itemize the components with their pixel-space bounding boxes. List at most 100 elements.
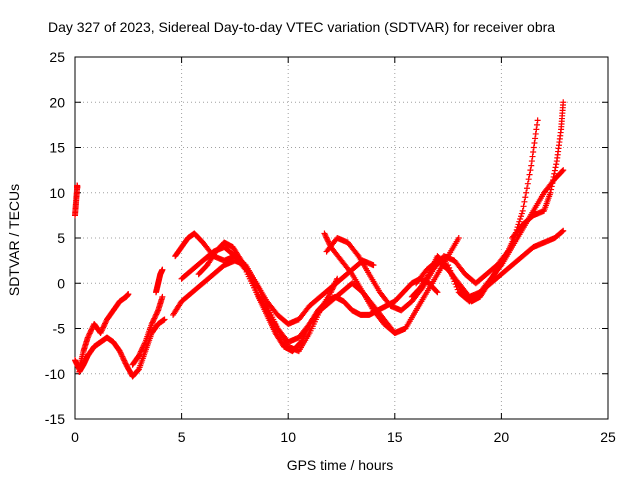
data-point bbox=[88, 326, 95, 333]
data-point bbox=[549, 177, 556, 184]
data-point bbox=[87, 327, 94, 334]
data-point bbox=[118, 352, 125, 359]
data-point bbox=[553, 161, 560, 168]
y-tick-label: 5 bbox=[57, 230, 65, 246]
data-point bbox=[325, 238, 332, 245]
data-point bbox=[161, 316, 168, 323]
x-tick-label: 10 bbox=[280, 429, 296, 445]
x-axis-label: GPS time / hours bbox=[287, 457, 394, 473]
x-tick-label: 20 bbox=[494, 429, 510, 445]
data-point bbox=[549, 180, 556, 187]
data-point bbox=[151, 314, 158, 321]
data-point bbox=[74, 182, 81, 189]
data-point bbox=[148, 320, 155, 327]
data-point bbox=[125, 291, 132, 298]
data-point bbox=[348, 269, 355, 276]
data-point bbox=[455, 235, 462, 241]
data-point bbox=[141, 341, 148, 348]
data-point bbox=[551, 167, 558, 174]
data-point bbox=[534, 117, 541, 124]
data-point bbox=[152, 312, 159, 319]
data-point bbox=[324, 235, 331, 242]
data-point bbox=[135, 352, 142, 359]
data-point bbox=[100, 323, 107, 330]
data-point bbox=[560, 99, 567, 106]
data-point bbox=[86, 330, 93, 337]
data-point bbox=[101, 321, 108, 328]
data-point bbox=[528, 158, 535, 165]
tick-layer: 0 5 10 15 20 25 -15 -10 -5 0 5 10 15 20 25 bbox=[45, 49, 616, 445]
data-point bbox=[522, 194, 529, 201]
data-point bbox=[245, 269, 252, 276]
data-point bbox=[86, 331, 93, 338]
data-point bbox=[117, 349, 124, 356]
data-point bbox=[151, 315, 158, 322]
data-point bbox=[97, 330, 104, 337]
data-point bbox=[120, 356, 127, 363]
data-point bbox=[560, 167, 567, 174]
y-tick-label: -10 bbox=[45, 366, 65, 382]
data-point bbox=[141, 340, 148, 347]
series-arc-g bbox=[172, 230, 377, 327]
x-tick-label: 5 bbox=[178, 429, 186, 445]
data-point bbox=[517, 215, 524, 222]
data-point bbox=[525, 176, 532, 183]
data-point bbox=[451, 278, 458, 285]
y-tick-label: -5 bbox=[53, 321, 66, 337]
series-arc-e bbox=[153, 266, 166, 296]
data-point bbox=[523, 189, 530, 196]
data-point bbox=[449, 273, 456, 280]
data-point bbox=[322, 231, 329, 238]
data-point bbox=[445, 262, 452, 269]
data-point bbox=[322, 233, 329, 240]
series-arc-n bbox=[445, 227, 567, 305]
data-point bbox=[87, 329, 94, 336]
data-point bbox=[524, 180, 531, 187]
y-tick-label: 15 bbox=[49, 140, 65, 156]
data-point bbox=[548, 183, 555, 190]
data-point bbox=[119, 353, 126, 360]
chart-title: Day 327 of 2023, Sidereal Day-to-day VTE… bbox=[48, 19, 555, 35]
data-point bbox=[551, 170, 558, 177]
y-axis-label: SDTVAR / TECUs bbox=[6, 184, 22, 296]
data-point bbox=[526, 171, 533, 178]
x-tick-label: 25 bbox=[600, 429, 616, 445]
data-point bbox=[446, 264, 453, 271]
data-point bbox=[102, 320, 109, 327]
data-point bbox=[550, 173, 557, 180]
data-point bbox=[527, 167, 534, 174]
data-point bbox=[116, 348, 123, 355]
data-point bbox=[434, 289, 441, 296]
data-point bbox=[137, 349, 144, 356]
series-arc-l bbox=[408, 117, 541, 305]
data-point bbox=[530, 149, 537, 156]
data-point bbox=[448, 270, 455, 277]
series-arc-i bbox=[195, 239, 441, 355]
data-point bbox=[153, 311, 160, 318]
data-point bbox=[121, 357, 128, 364]
data-point bbox=[140, 343, 147, 350]
data-point bbox=[159, 293, 166, 300]
data-point bbox=[118, 350, 125, 357]
data-point bbox=[370, 262, 377, 269]
data-point bbox=[548, 186, 555, 193]
data-point bbox=[453, 283, 460, 290]
data-point bbox=[323, 234, 330, 241]
data-point bbox=[521, 198, 528, 205]
data-point bbox=[560, 227, 567, 234]
data-point bbox=[99, 325, 106, 332]
data-point bbox=[523, 185, 530, 192]
data-point bbox=[119, 354, 126, 361]
data-point bbox=[433, 288, 440, 295]
data-point bbox=[139, 344, 146, 351]
y-tick-label: 20 bbox=[49, 94, 65, 110]
data-point bbox=[534, 121, 541, 128]
data-point bbox=[518, 213, 525, 220]
data-point bbox=[559, 228, 566, 235]
y-tick-label: 25 bbox=[49, 49, 65, 65]
data-point bbox=[454, 286, 461, 293]
series-arc-c bbox=[76, 316, 168, 380]
data-point bbox=[102, 319, 109, 326]
data-point bbox=[354, 251, 361, 258]
